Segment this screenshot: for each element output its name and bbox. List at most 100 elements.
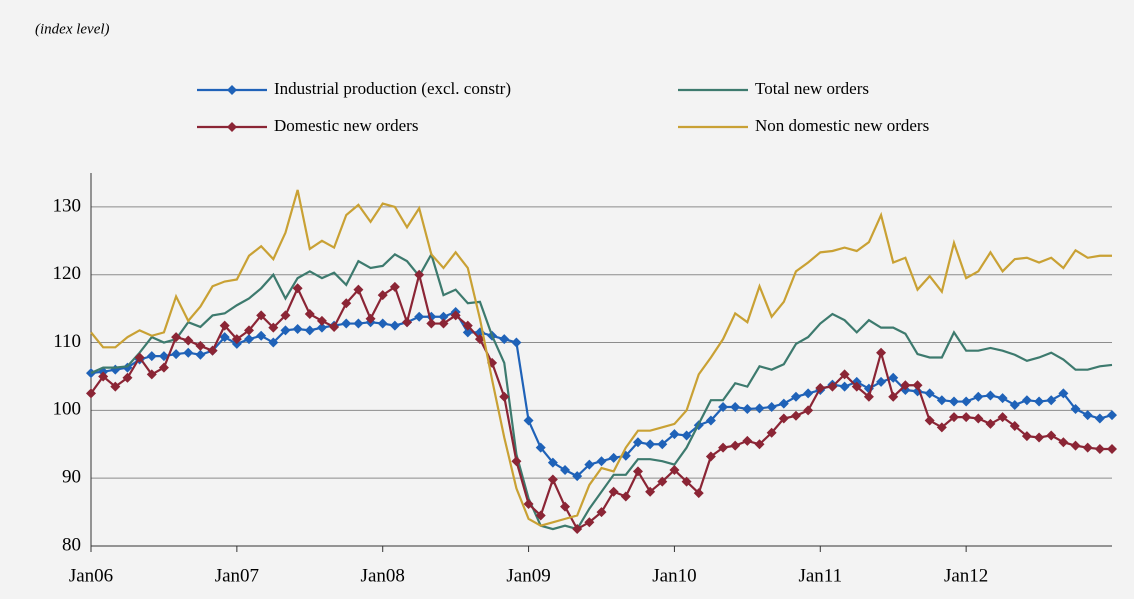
marker: [1058, 388, 1069, 399]
marker: [195, 349, 206, 360]
marker: [657, 476, 668, 487]
marker: [766, 401, 777, 412]
marker: [292, 283, 303, 294]
marker: [146, 369, 157, 380]
y-tick-label: 100: [53, 399, 82, 420]
marker: [645, 439, 656, 450]
marker: [790, 391, 801, 402]
marker: [426, 318, 437, 329]
marker: [316, 315, 327, 326]
marker: [560, 501, 571, 512]
marker: [1082, 410, 1093, 421]
marker: [620, 491, 631, 502]
marker: [742, 404, 753, 415]
x-tick-label: Jan12: [944, 565, 988, 586]
marker: [1009, 399, 1020, 410]
marker: [803, 405, 814, 416]
marker: [632, 466, 643, 477]
marker: [705, 451, 716, 462]
marker: [499, 334, 510, 345]
marker: [888, 391, 899, 402]
marker: [839, 381, 850, 392]
marker: [523, 498, 534, 509]
legend-text: Total new orders: [755, 79, 869, 98]
marker: [876, 376, 887, 387]
marker: [122, 372, 133, 383]
marker: [1107, 410, 1117, 421]
marker: [523, 415, 534, 426]
marker: [572, 524, 583, 535]
marker: [863, 391, 874, 402]
x-tick-label: Jan08: [361, 565, 405, 586]
marker: [924, 388, 935, 399]
marker: [936, 395, 947, 406]
y-tick-label: 120: [53, 263, 82, 284]
marker: [1021, 395, 1032, 406]
marker: [462, 320, 473, 331]
marker: [985, 390, 996, 401]
legend-text: Industrial production (excl. constr): [274, 79, 511, 98]
marker: [888, 372, 899, 383]
marker: [183, 347, 194, 358]
y-tick-label: 110: [53, 331, 81, 352]
marker: [985, 418, 996, 429]
x-tick-label: Jan09: [506, 565, 550, 586]
marker: [511, 337, 522, 348]
marker: [815, 382, 826, 393]
marker: [948, 412, 959, 423]
x-tick-label: Jan06: [69, 565, 113, 586]
marker: [645, 486, 656, 497]
marker: [1094, 413, 1105, 424]
marker: [146, 351, 157, 362]
marker: [171, 349, 182, 360]
marker: [219, 320, 230, 331]
marker: [596, 456, 607, 467]
marker: [98, 371, 109, 382]
marker: [450, 310, 461, 321]
marker: [754, 403, 765, 414]
marker: [547, 474, 558, 485]
marker: [207, 345, 218, 356]
marker: [584, 459, 595, 470]
marker: [438, 311, 449, 322]
marker: [669, 429, 680, 440]
marker: [730, 440, 741, 451]
legend-marker: [227, 122, 237, 132]
marker: [730, 401, 741, 412]
marker: [389, 320, 400, 331]
marker: [936, 422, 947, 433]
x-tick-label: Jan07: [215, 565, 259, 586]
marker: [389, 281, 400, 292]
legend-text: Domestic new orders: [274, 116, 418, 135]
marker: [219, 332, 230, 343]
chart-subtitle: (index level): [35, 21, 110, 37]
marker: [280, 310, 291, 321]
marker: [134, 352, 145, 363]
marker: [851, 381, 862, 392]
marker: [961, 396, 972, 407]
marker: [839, 369, 850, 380]
marker: [608, 486, 619, 497]
marker: [718, 401, 729, 412]
marker: [1034, 432, 1045, 443]
marker: [572, 471, 583, 482]
marker: [876, 347, 887, 358]
marker: [244, 325, 255, 336]
marker: [1107, 444, 1117, 455]
marker: [693, 488, 704, 499]
marker: [256, 330, 267, 341]
marker: [961, 412, 972, 423]
marker: [948, 396, 959, 407]
marker: [1009, 420, 1020, 431]
marker: [316, 322, 327, 333]
marker: [778, 398, 789, 409]
marker: [754, 439, 765, 450]
marker: [499, 391, 510, 402]
marker: [377, 290, 388, 301]
marker: [778, 413, 789, 424]
marker: [341, 318, 352, 329]
marker: [912, 380, 923, 391]
marker: [657, 439, 668, 450]
marker: [231, 334, 242, 345]
